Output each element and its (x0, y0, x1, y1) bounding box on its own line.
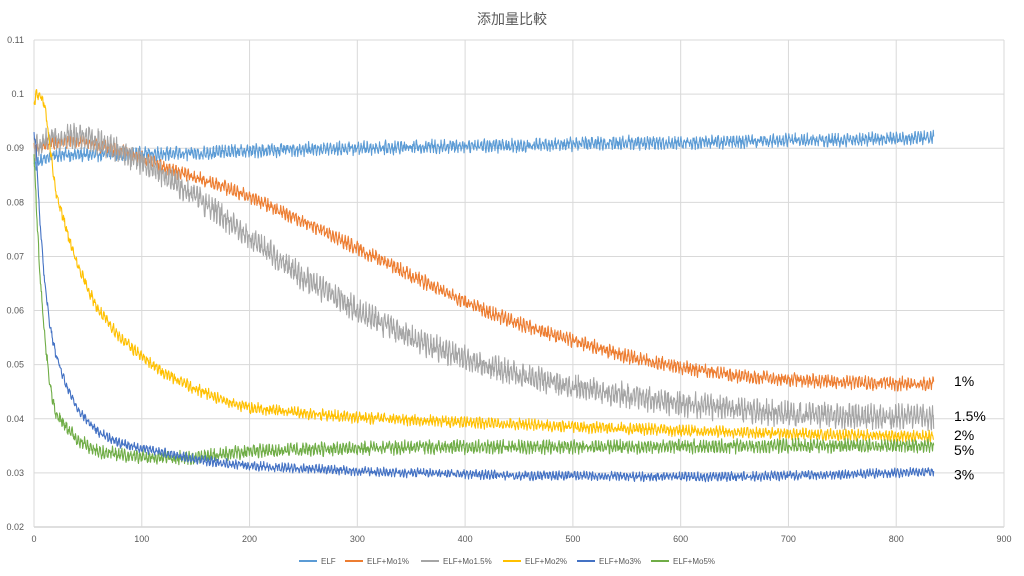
line-end-labels: 1% 1.5% 2%5% 3% (954, 373, 986, 483)
y-tick-label: 0.11 (7, 35, 24, 45)
x-tick-label: 100 (134, 534, 149, 544)
x-tick-label: 800 (889, 534, 904, 544)
x-tick-label: 700 (781, 534, 796, 544)
series-end-label: 1.5% (954, 408, 986, 424)
legend-label: ELF (321, 557, 336, 566)
y-tick-label: 0.09 (6, 143, 24, 153)
series-end-label: 5% (954, 442, 974, 458)
legend-label: ELF+Mo3% (599, 557, 641, 566)
series-line (33, 132, 935, 483)
y-tick-label: 0.03 (6, 468, 24, 478)
x-tick-label: 300 (350, 534, 365, 544)
gridlines (33, 39, 1005, 528)
legend: ELF ELF+Mo1% ELF+Mo1.5% ELF+Mo2% ELF+Mo3% ELF… (299, 557, 715, 566)
y-axis-ticks: 0.02 0.03 0.04 0.05 0.06 0.07 0.08 0.09 0.1 0.11 (6, 35, 24, 532)
legend-label: ELF+Mo2% (525, 557, 567, 566)
legend-label: ELF+Mo5% (673, 557, 715, 566)
series-line (33, 129, 935, 171)
series-end-label: 3% (954, 467, 974, 483)
series-end-label: 1% (954, 373, 974, 389)
x-tick-label: 500 (565, 534, 580, 544)
series-line (33, 122, 935, 431)
y-tick-label: 0.1 (11, 89, 24, 99)
y-tick-label: 0.05 (6, 360, 24, 370)
series-lines (33, 89, 935, 483)
legend-label: ELF+Mo1.5% (443, 557, 492, 566)
x-tick-label: 400 (458, 534, 473, 544)
y-tick-label: 0.07 (6, 251, 24, 261)
y-tick-label: 0.04 (6, 414, 24, 424)
legend-label: ELF+Mo1% (367, 557, 409, 566)
series-line (33, 89, 935, 444)
series-line (33, 134, 935, 392)
y-tick-label: 0.06 (6, 306, 24, 316)
x-tick-label: 600 (673, 534, 688, 544)
series-end-label: 2% (954, 427, 974, 443)
x-tick-label: 900 (996, 534, 1011, 544)
y-tick-label: 0.08 (6, 197, 24, 207)
x-tick-label: 200 (242, 534, 257, 544)
x-axis-ticks: 0 100 200 300 400 500 600 700 800 900 (31, 534, 1011, 544)
x-tick-label: 0 (31, 534, 36, 544)
chart-title: 添加量比較 (477, 12, 547, 28)
y-tick-label: 0.02 (6, 522, 24, 532)
